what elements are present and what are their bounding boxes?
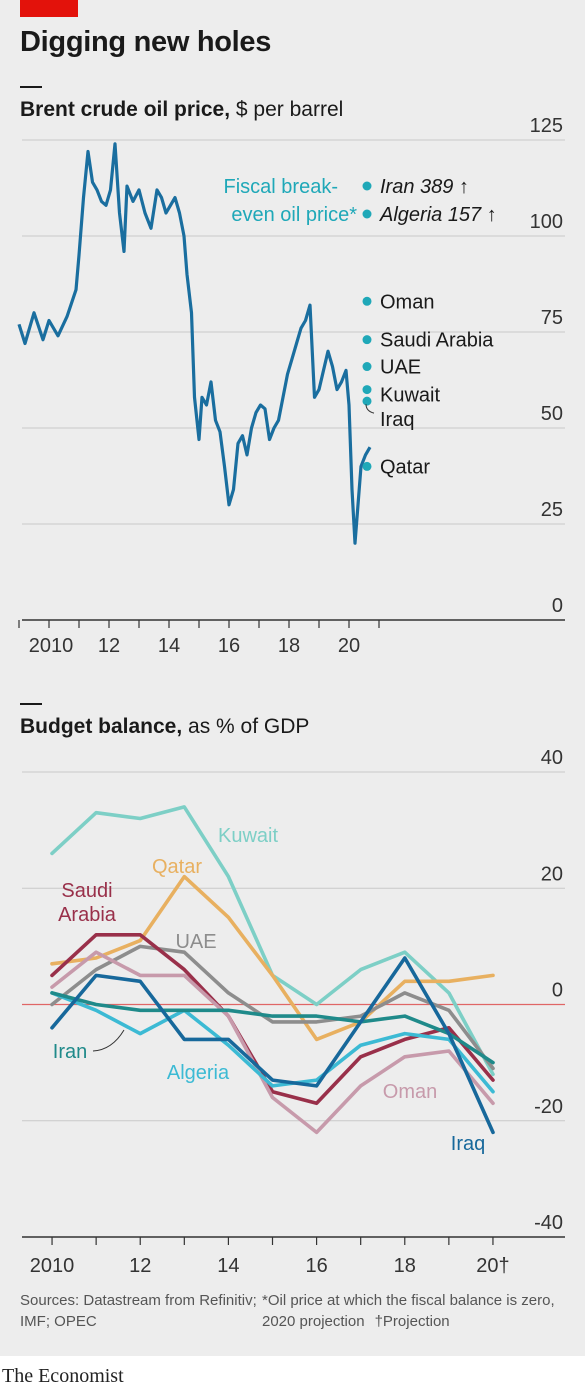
x-tick-label: 18 xyxy=(394,1255,416,1277)
breakeven-label-algeria: Algeria 157 ↑ xyxy=(379,204,497,226)
breakeven-label-oman: Oman xyxy=(380,291,434,313)
y-tick-label: 25 xyxy=(541,499,563,521)
breakeven-label-kuwait: Kuwait xyxy=(380,385,440,407)
x-tick-label: 2010 xyxy=(29,635,74,657)
price-subtitle-unit: $ per barrel xyxy=(230,98,344,121)
breakeven-label-saudi: Saudi Arabia xyxy=(380,330,494,352)
budget-chart-subtitle: Budget balance, as % of GDP xyxy=(20,715,309,739)
brent-price-line xyxy=(17,142,372,545)
breakeven-label-iran: Iran 389 ↑ xyxy=(380,176,469,198)
x-tick-label: 20 xyxy=(338,635,360,657)
series-label-iran: Iran xyxy=(53,1041,87,1063)
breakeven-annotation-line1: Fiscal break- xyxy=(224,176,338,198)
x-tick-label: 2010 xyxy=(30,1255,75,1277)
breakeven-dot-oman xyxy=(362,296,372,306)
x-tick-label: 12 xyxy=(129,1255,151,1277)
breakeven-dot-iraq xyxy=(362,396,372,406)
subtitle-rule-budget xyxy=(20,703,42,705)
series-line-uae xyxy=(50,944,495,1071)
breakeven-dot-saudi xyxy=(362,335,372,345)
footnote-star: *Oil price at which the fiscal balance i… xyxy=(262,1292,555,1330)
series-line-iraq xyxy=(50,956,495,1135)
series-label-saudi-arabia: Saudi xyxy=(61,880,112,902)
footnote: *Oil price at which the fiscal balance i… xyxy=(262,1290,582,1332)
breakeven-dot-algeria xyxy=(362,209,372,219)
x-tick-label: 18 xyxy=(278,635,300,657)
y-tick-label: -20 xyxy=(534,1096,563,1118)
y-tick-label: 100 xyxy=(530,211,563,233)
page-title: Digging new holes xyxy=(20,26,272,58)
series-label-iraq: Iraq xyxy=(451,1133,485,1155)
x-tick-label: 16 xyxy=(218,635,240,657)
series-label-kuwait: Kuwait xyxy=(218,825,278,847)
series-label-saudi-arabia: Arabia xyxy=(58,904,117,926)
breakeven-label-qatar: Qatar xyxy=(380,456,430,478)
x-tick-label: 16 xyxy=(305,1255,327,1277)
price-chart-subtitle: Brent crude oil price, $ per barrel xyxy=(20,98,343,122)
brand-logo: The Economist xyxy=(2,1365,124,1387)
y-tick-label: 125 xyxy=(530,115,563,137)
x-tick-label: 12 xyxy=(98,635,120,657)
y-tick-label: 20 xyxy=(541,863,563,885)
y-tick-label: 0 xyxy=(552,595,563,617)
budget-subtitle-bold: Budget balance, xyxy=(20,715,183,738)
brand-red-tag xyxy=(20,0,78,17)
y-tick-label: 0 xyxy=(552,980,563,1002)
breakeven-dot-kuwait xyxy=(362,385,372,395)
breakeven-annotation-line2: even oil price* xyxy=(231,204,357,226)
series-line-algeria xyxy=(50,991,495,1094)
breakeven-dot-qatar xyxy=(362,461,372,471)
y-tick-label: 40 xyxy=(541,747,563,769)
sources-note: Sources: Datastream from Refinitiv; IMF;… xyxy=(20,1292,257,1330)
budget-subtitle-unit: as % of GDP xyxy=(182,715,310,738)
series-label-oman: Oman xyxy=(383,1081,437,1103)
price-subtitle-bold: Brent crude oil price, xyxy=(20,98,231,121)
y-tick-label: -40 xyxy=(534,1212,563,1234)
brand-bar xyxy=(0,1356,585,1391)
budget-balance-chart: -40 -20 0 20 40 2010 12 14 16 18 20† Kuwait Qatar UAE… xyxy=(22,747,565,1277)
breakeven-label-iraq: Iraq xyxy=(380,409,414,431)
breakeven-dot-iran xyxy=(362,181,372,191)
x-tick-label: 14 xyxy=(158,635,180,657)
y-tick-label: 75 xyxy=(541,307,563,329)
x-tick-label: 20† xyxy=(476,1255,509,1277)
y-tick-label: 50 xyxy=(541,403,563,425)
subtitle-rule-price xyxy=(20,86,42,88)
series-label-algeria: Algeria xyxy=(167,1062,230,1084)
series-label-qatar: Qatar xyxy=(152,856,202,878)
x-tick-label: 14 xyxy=(217,1255,239,1277)
brent-price-chart: 0 25 50 75 100 125 2010 12 14 16 18 20 Fiscal break-… xyxy=(17,115,565,657)
breakeven-dot-uae xyxy=(362,362,372,372)
series-line-oman xyxy=(50,950,495,1135)
series-line-iran xyxy=(50,991,495,1065)
footnote-dagger: †Projection xyxy=(374,1313,450,1330)
series-label-uae: UAE xyxy=(175,931,216,953)
breakeven-label-uae: UAE xyxy=(380,357,421,379)
iraq-leader-line xyxy=(365,404,375,414)
iran-leader-line xyxy=(92,1029,125,1052)
